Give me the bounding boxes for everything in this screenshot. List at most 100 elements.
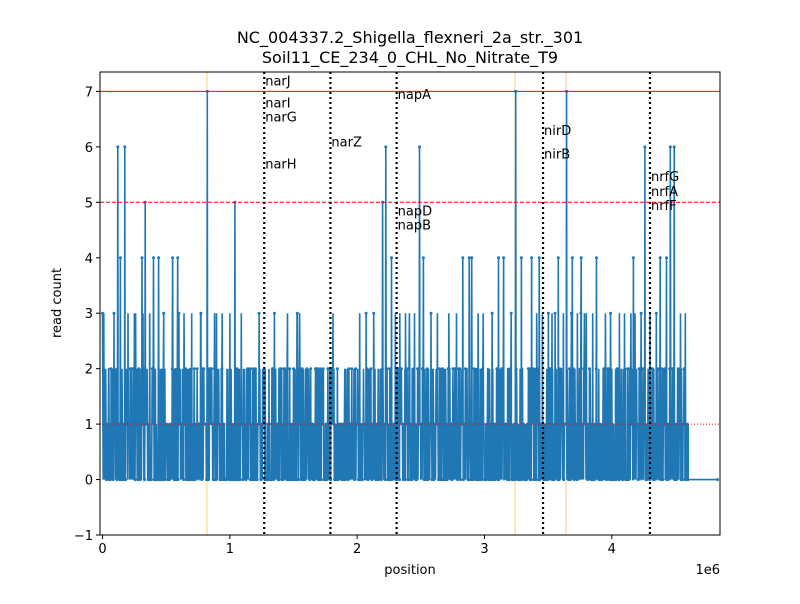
data-point <box>415 478 419 482</box>
data-point <box>639 311 643 315</box>
data-point <box>212 367 216 371</box>
data-point <box>343 478 347 482</box>
data-point <box>399 367 403 371</box>
data-point <box>210 422 214 426</box>
data-point <box>176 478 180 482</box>
data-point <box>607 367 611 371</box>
data-point <box>545 422 548 426</box>
data-point <box>605 478 609 482</box>
data-point <box>534 478 538 482</box>
data-point <box>225 478 229 482</box>
gene-label-napB: napB <box>398 218 431 233</box>
data-point <box>579 256 583 260</box>
data-point <box>253 367 257 371</box>
data-point <box>290 422 294 426</box>
data-point <box>229 422 233 426</box>
data-point <box>529 478 533 482</box>
data-point <box>676 367 680 371</box>
data-point <box>259 478 263 482</box>
data-point <box>152 256 155 260</box>
data-point <box>300 367 304 371</box>
data-point <box>220 367 224 371</box>
data-point <box>549 367 553 371</box>
data-point <box>493 478 497 482</box>
y-tick-label: −1 <box>74 529 93 544</box>
data-point <box>420 367 424 371</box>
data-point <box>472 367 476 371</box>
data-point <box>360 478 364 482</box>
data-point <box>277 478 281 482</box>
data-point <box>423 422 427 426</box>
data-point <box>384 145 388 149</box>
data-point <box>286 422 290 426</box>
data-point <box>654 311 658 315</box>
data-point <box>610 422 614 426</box>
data-point <box>138 478 142 482</box>
y-tick-label: 1 <box>85 418 93 433</box>
data-point <box>109 367 113 371</box>
data-point <box>470 256 474 260</box>
y-tick-label: 7 <box>85 85 93 100</box>
data-point <box>390 256 393 260</box>
data-point <box>111 478 115 482</box>
data-point <box>307 422 311 426</box>
data-point <box>436 422 440 426</box>
data-point <box>332 422 336 426</box>
series-line <box>101 91 718 481</box>
data-point <box>562 478 566 482</box>
data-point <box>313 478 316 482</box>
data-point <box>497 256 500 260</box>
data-point <box>143 478 147 482</box>
data-point <box>118 256 122 260</box>
data-point <box>482 422 485 426</box>
data-point <box>600 478 604 482</box>
data-point <box>137 367 141 371</box>
x-axis-label: position <box>384 563 436 578</box>
data-point <box>586 478 590 482</box>
data-point <box>311 422 315 426</box>
data-point <box>519 256 523 260</box>
data-point <box>670 422 674 426</box>
data-point <box>358 422 362 426</box>
data-point <box>609 311 612 315</box>
data-point <box>356 422 359 426</box>
data-point <box>288 367 292 371</box>
data-point <box>484 478 488 482</box>
data-point <box>500 367 504 371</box>
data-point <box>515 422 519 426</box>
x-tick-label: 3 <box>480 542 488 557</box>
data-point <box>497 478 501 482</box>
data-point <box>594 367 598 371</box>
data-point <box>271 367 274 371</box>
data-point <box>335 367 339 371</box>
data-point <box>272 311 276 315</box>
data-point <box>108 478 112 482</box>
data-point <box>303 478 307 482</box>
data-point <box>453 367 457 371</box>
y-axis-label: read count <box>50 268 65 338</box>
data-point <box>308 478 312 482</box>
data-point <box>623 422 627 426</box>
data-point <box>546 311 550 315</box>
y-tick-label: 2 <box>85 363 93 378</box>
data-point <box>177 311 181 315</box>
data-point <box>124 478 127 482</box>
data-point <box>418 145 421 149</box>
data-point <box>157 256 161 260</box>
data-point <box>595 256 598 260</box>
data-point <box>588 367 591 371</box>
data-point <box>331 367 335 371</box>
data-point <box>336 478 340 482</box>
data-point <box>536 422 540 426</box>
data-point <box>520 478 524 482</box>
data-point <box>572 478 576 482</box>
data-point <box>209 367 213 371</box>
data-point <box>157 422 161 426</box>
data-point <box>127 422 131 426</box>
gene-label-nrfG: nrfG <box>651 170 679 185</box>
data-point <box>407 367 411 371</box>
data-point <box>192 367 196 371</box>
